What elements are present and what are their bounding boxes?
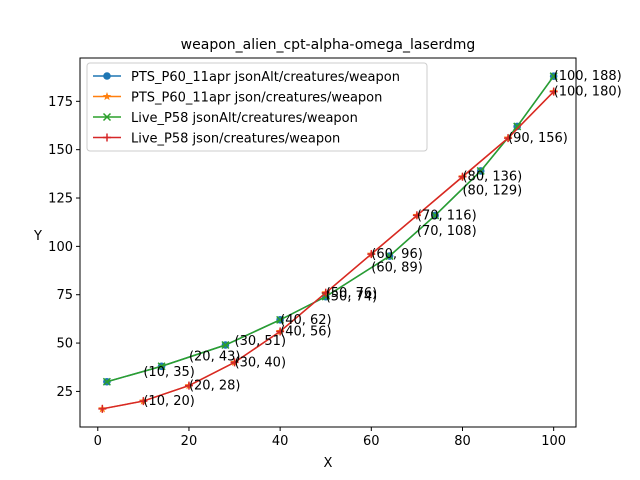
data-label: (60, 96)	[371, 247, 423, 262]
data-label: (40, 56)	[280, 324, 332, 339]
data-point	[476, 166, 485, 175]
data-point	[157, 362, 166, 371]
data-point	[139, 397, 148, 406]
legend-label: PTS_P60_11apr json/creatures/weapon	[131, 91, 382, 106]
x-tick-label: 60	[363, 434, 380, 449]
data-point	[98, 404, 107, 413]
y-tick-label: 175	[48, 95, 73, 110]
data-label: (70, 116)	[417, 208, 477, 223]
data-point	[412, 211, 421, 220]
legend-box	[86, 62, 428, 152]
data-label: (80, 136)	[462, 170, 522, 185]
y-tick-label: 75	[56, 288, 73, 303]
data-point	[276, 315, 285, 324]
data-point	[103, 72, 111, 80]
data-label: (40, 62)	[280, 313, 332, 328]
data-label: (80, 129)	[462, 183, 522, 198]
chart-title: weapon_alien_cpt-alpha-omega_laserdmg	[181, 37, 476, 53]
data-point	[230, 358, 239, 367]
data-label: (100, 180)	[554, 85, 622, 100]
y-tick-label: 25	[56, 385, 73, 400]
data-label: (50, 74)	[326, 290, 378, 305]
series-3	[102, 72, 558, 386]
y-tick-label: 50	[56, 337, 73, 352]
data-label: (50, 76)	[326, 286, 378, 301]
data-point	[321, 288, 330, 297]
data-label: (10, 35)	[143, 365, 195, 380]
data-point	[549, 72, 558, 81]
data-point	[221, 340, 230, 350]
data-label: (70, 108)	[417, 224, 477, 239]
legend-label: PTS_P60_11apr jsonAlt/creatures/weapon	[131, 70, 400, 85]
data-point	[102, 112, 112, 122]
y-axis-label: Y	[33, 229, 42, 244]
x-axis-label: X	[324, 456, 333, 471]
data-point	[385, 252, 394, 261]
legend-item: PTS_P60_11apr jsonAlt/creatures/weapon	[93, 70, 400, 85]
data-labels: (10, 35)(20, 43)(30, 51) (40, 62) (50, 76)…	[143, 69, 621, 409]
y-tick-label: 100	[48, 240, 73, 255]
series-line	[106, 75, 555, 383]
y-tick-label: 125	[48, 192, 73, 207]
legend-item: PTS_P60_11apr json/creatures/weapon	[93, 91, 382, 106]
data-point	[549, 87, 558, 96]
data-label: (10, 20)	[143, 394, 195, 409]
data-label: (30, 40)	[235, 355, 287, 370]
data-point	[458, 172, 467, 181]
x-tick-label: 80	[454, 434, 471, 449]
x-tick-label: 40	[272, 434, 289, 449]
y-tick-label: 150	[48, 143, 73, 158]
x-axis-ticks: 0 20 40 60 80 100	[94, 427, 566, 449]
legend-item: Live_P58 json/creatures/weapon	[93, 132, 340, 147]
data-point	[102, 92, 112, 101]
data-label: (20, 43)	[189, 350, 241, 365]
data-label: (100, 188)	[554, 69, 622, 84]
data-label: (90, 156)	[508, 131, 568, 146]
data-point	[431, 211, 440, 220]
x-tick-label: 20	[181, 434, 198, 449]
plot-area: (10, 35)(20, 43)(30, 51) (40, 62) (50, 76)…	[98, 69, 622, 413]
x-tick-label: 0	[94, 434, 102, 449]
data-point	[513, 122, 522, 131]
data-point	[103, 133, 111, 142]
data-point	[184, 381, 193, 390]
series-4	[98, 87, 558, 413]
y-axis-ticks: 25 50 75 100 125 150 175	[48, 95, 80, 400]
data-label: (30, 51)	[235, 334, 287, 349]
legend-item: Live_P58 jsonAlt/creatures/weapon	[93, 111, 358, 126]
x-tick-label: 100	[541, 434, 566, 449]
plot-frame	[79, 57, 577, 428]
legend-label: Live_P58 json/creatures/weapon	[131, 132, 340, 147]
data-point	[504, 134, 513, 143]
data-label: (20, 28)	[189, 379, 241, 394]
legend-label: Live_P58 jsonAlt/creatures/weapon	[131, 111, 358, 126]
data-point	[102, 377, 111, 386]
data-point	[367, 250, 376, 259]
legend: PTS_P60_11apr jsonAlt/creatures/weapon PT…	[86, 62, 428, 152]
data-point	[276, 327, 285, 336]
data-label: (60, 89)	[371, 261, 423, 276]
